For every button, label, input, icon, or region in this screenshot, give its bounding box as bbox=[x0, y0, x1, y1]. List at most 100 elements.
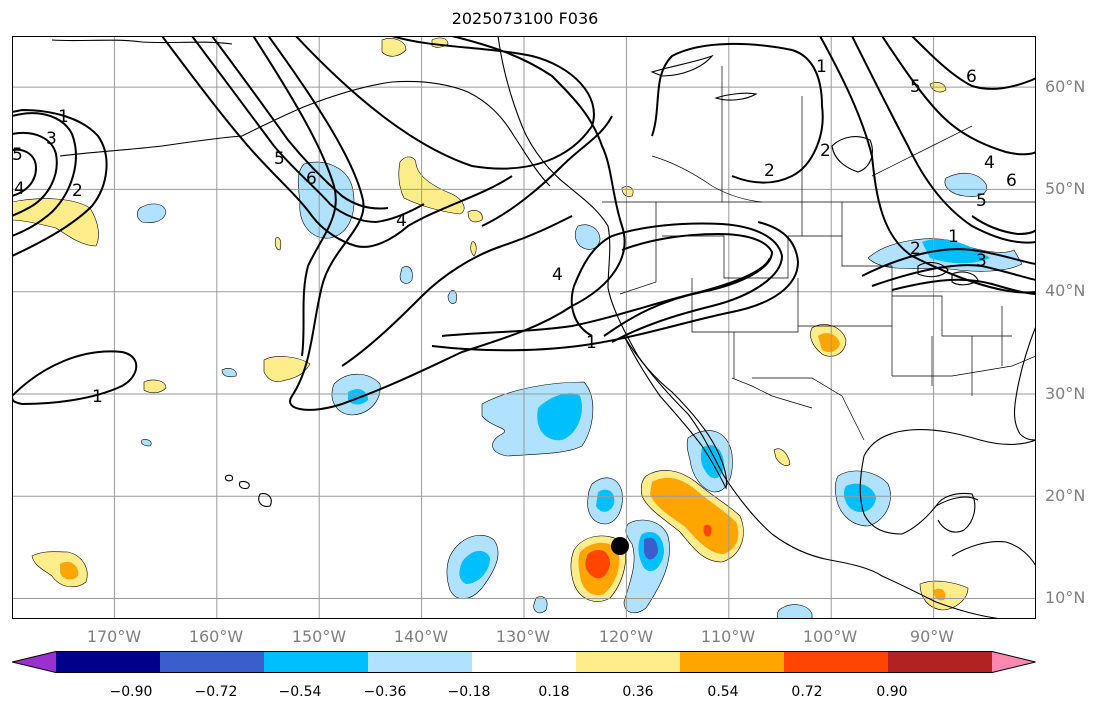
contour-line bbox=[12, 148, 38, 197]
contour-label: 5 bbox=[12, 145, 23, 165]
colorbar-segment bbox=[160, 651, 265, 673]
contour-line bbox=[911, 36, 1036, 90]
border bbox=[892, 355, 1036, 377]
contour-lines bbox=[12, 36, 1036, 411]
lat-label: 50°N bbox=[1045, 179, 1086, 198]
coastline bbox=[831, 136, 873, 173]
political-borders bbox=[602, 66, 1036, 441]
contour-line bbox=[651, 42, 824, 184]
coastline bbox=[863, 429, 1036, 457]
contour-label: 2 bbox=[820, 141, 831, 161]
shade-region bbox=[650, 477, 739, 554]
shade-region bbox=[596, 489, 615, 512]
colorbar-tick-label: −0.36 bbox=[363, 684, 407, 700]
border bbox=[871, 125, 973, 177]
colorbar-tick-label: 0.18 bbox=[538, 684, 570, 700]
contour-line bbox=[161, 36, 513, 248]
colorbar-tick-label: 0.90 bbox=[876, 684, 908, 700]
coastline bbox=[1013, 325, 1036, 441]
contour-label: 1 bbox=[816, 57, 827, 77]
colorbar-tick-label: 0.54 bbox=[707, 684, 739, 700]
contour-label: 6 bbox=[966, 67, 977, 87]
location-marker bbox=[611, 537, 629, 555]
shade-region bbox=[399, 266, 413, 284]
colorbar-tick-label: −0.90 bbox=[109, 684, 153, 700]
coastline bbox=[623, 335, 728, 490]
colorbar-tick-label: −0.72 bbox=[194, 684, 238, 700]
lon-label: 150°W bbox=[291, 627, 347, 646]
lon-label: 110°W bbox=[700, 627, 756, 646]
shade-region bbox=[574, 224, 601, 250]
coastlines bbox=[51, 36, 1036, 619]
contour-line bbox=[252, 36, 337, 357]
colorbar-tick-label: −0.18 bbox=[447, 684, 491, 700]
colorbar-tick-label: −0.54 bbox=[278, 684, 322, 700]
lat-label: 40°N bbox=[1045, 281, 1086, 300]
border bbox=[731, 377, 813, 409]
shade-region bbox=[459, 550, 490, 584]
colorbar-segment bbox=[368, 651, 473, 673]
shade-region bbox=[274, 237, 282, 251]
lat-label: 20°N bbox=[1045, 486, 1086, 505]
lat-label: 60°N bbox=[1045, 77, 1086, 96]
contour-label: 2 bbox=[72, 181, 83, 201]
border bbox=[662, 235, 842, 279]
contour-line bbox=[294, 36, 595, 170]
contour-line bbox=[481, 115, 613, 227]
border bbox=[721, 66, 803, 202]
contour-label: 1 bbox=[948, 227, 959, 247]
shade-region bbox=[12, 198, 99, 247]
colorbar-segment bbox=[264, 651, 369, 673]
contour-line bbox=[12, 132, 58, 217]
contour-line bbox=[441, 257, 771, 337]
coastline bbox=[714, 92, 758, 101]
contour-line bbox=[881, 36, 1036, 156]
coastline bbox=[935, 492, 976, 533]
border bbox=[691, 278, 735, 378]
coastline bbox=[859, 455, 979, 535]
border bbox=[734, 278, 799, 333]
shade-region bbox=[221, 368, 237, 378]
contour-line bbox=[211, 36, 389, 210]
border bbox=[619, 202, 657, 295]
colorbar-segment bbox=[576, 651, 681, 673]
contour-line bbox=[570, 222, 784, 343]
coastline bbox=[238, 480, 250, 490]
contour-label: 1 bbox=[586, 333, 597, 353]
colorbar-tick-label: 0.36 bbox=[622, 684, 654, 700]
contour-line bbox=[12, 112, 77, 237]
anomaly-shading bbox=[12, 37, 1023, 619]
shade-region bbox=[136, 203, 167, 223]
contour-label: 1 bbox=[92, 387, 103, 407]
shade-region bbox=[143, 379, 167, 394]
lon-label: 140°W bbox=[393, 627, 449, 646]
contour-line bbox=[191, 36, 425, 224]
map-panel: 1 3 5 4 2 6 5 4 1 1 2 4 2 1 5 6 4 6 5 2 … bbox=[12, 36, 1036, 619]
coastline bbox=[650, 54, 714, 77]
shade-region bbox=[60, 561, 79, 580]
coastline bbox=[241, 80, 551, 187]
contour-label: 5 bbox=[910, 77, 921, 97]
contour-line bbox=[603, 232, 774, 337]
lat-lon-grid bbox=[12, 36, 1036, 619]
lat-label: 30°N bbox=[1045, 384, 1086, 403]
contour-line bbox=[891, 278, 1036, 295]
shade-region bbox=[263, 356, 311, 382]
contour-label: 4 bbox=[552, 265, 563, 285]
contour-line bbox=[431, 221, 800, 352]
contour-label: 5 bbox=[976, 191, 987, 211]
contour-line bbox=[12, 350, 138, 406]
contour-label: 2 bbox=[910, 239, 921, 259]
contour-line bbox=[267, 36, 626, 411]
coastline bbox=[951, 541, 1036, 567]
contour-label: 6 bbox=[1006, 171, 1017, 191]
shade-region bbox=[533, 596, 548, 614]
map-frame bbox=[12, 36, 1036, 619]
chart-title: 2025073100 F036 bbox=[451, 9, 599, 28]
shade-region bbox=[398, 156, 465, 215]
colorbar-outline bbox=[12, 651, 1036, 673]
colorbar-segment bbox=[784, 651, 889, 673]
coastline bbox=[224, 474, 234, 482]
border bbox=[752, 377, 865, 441]
shade-region bbox=[585, 549, 610, 579]
